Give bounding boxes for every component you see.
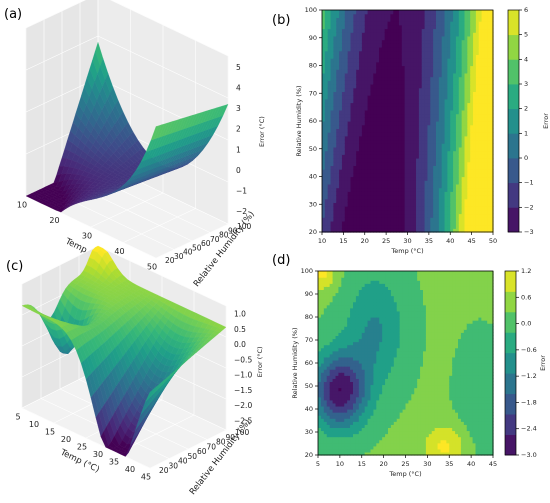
colorbar-segment [508,182,519,208]
colorbar-segment [508,34,519,60]
z-tick-label: 3 [236,104,241,113]
x-axis-label: Temp (°C) [390,247,423,255]
colorbar-tick-label: 5 [524,31,528,39]
y-tick-label: 50 [309,145,317,153]
y-tick-label: 30 [309,200,317,208]
colorbar-tick-label: 4 [524,55,528,63]
z-tick-label: −2 [236,207,247,216]
colorbar-segment [508,10,519,36]
z-axis-label: Error (°C) [258,116,266,147]
z-tick-label: 1 [236,145,241,154]
x-tick-label: 25 [382,237,390,245]
z-tick-label: 0 [236,166,241,175]
x-tick-label: 10 [318,237,326,245]
z-tick-label: 5 [236,63,241,72]
colorbar-segment [508,108,519,134]
grid-line [109,0,229,57]
grid-line [155,223,229,259]
colorbar-tick-label: −2 [524,203,534,211]
colorbar-tick-label: 3 [524,80,528,88]
grid-line [25,0,86,29]
grid-line [25,35,99,71]
y-tick-label: 60 [309,117,317,125]
grid-line [97,35,229,99]
colorbar-segment [508,207,519,233]
colorbar-label: Error [542,113,550,129]
colorbar-segment [508,133,519,159]
z-tick-label: −1 [236,187,247,196]
panel-b: 10 15 20 25 30 35 40 45 502030405060708090100Tem… [295,6,550,255]
grid-line [123,208,196,243]
y-tick-label: 80 [309,62,317,70]
x-tick-label: 40 [446,237,454,245]
x-tick-label: 20 [49,216,59,225]
colorbar-tick-label: 1 [524,129,528,137]
x-tick-label: 20 [361,237,369,245]
x-tick-label: 30 [403,237,411,245]
z-tick-label: 2 [236,125,241,134]
colorbar-tick-label: −3 [524,228,534,236]
colorbar-tick-label: 2 [524,105,528,113]
y-tick-label: 90 [309,34,317,42]
y-tick-label: 70 [309,89,317,97]
colorbar-tick-label: 6 [524,6,528,14]
colorbar-segment [508,158,519,184]
colorbar-tick-label: 0 [524,154,528,162]
colorbar-segment [508,84,519,110]
y-tick-label: 20 [309,228,317,236]
y-tick-label: 100 [305,6,317,14]
y-axis-label: Relative Humidity (%) [295,85,303,156]
x-tick-label: 10 [17,201,27,210]
x-tick-label: 50 [489,237,497,245]
x-tick-label: 15 [339,237,347,245]
x-tick-label: 35 [425,237,433,245]
y-tick-label: 40 [309,173,317,181]
colorbar-tick-label: −1 [524,179,534,187]
colorbar-segment [508,59,519,85]
x-tick-label: 30 [82,232,92,241]
x-tick-label: 45 [467,237,475,245]
z-tick-label: 4 [236,83,241,92]
